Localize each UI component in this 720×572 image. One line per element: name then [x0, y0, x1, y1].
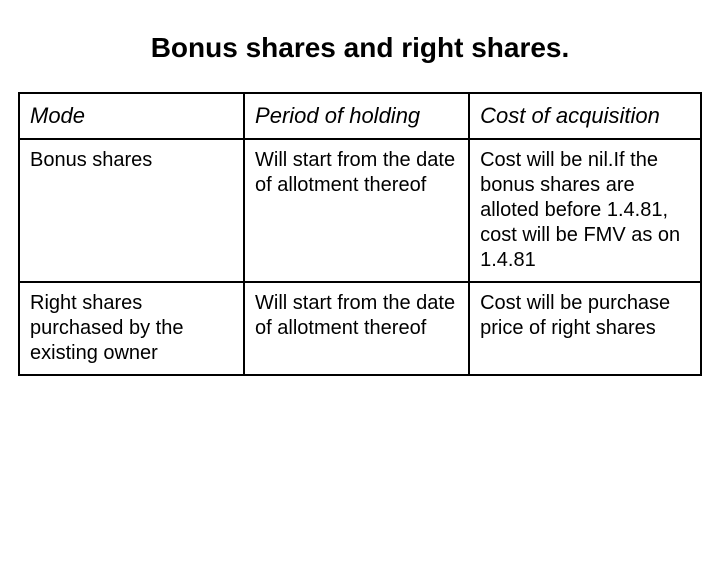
- table-row: Bonus shares Will start from the date of…: [19, 139, 701, 282]
- cell-period: Will start from the date of allotment th…: [244, 282, 469, 375]
- page-title: Bonus shares and right shares.: [0, 32, 720, 64]
- table-row: Right shares purchased by the existing o…: [19, 282, 701, 375]
- cell-cost: Cost will be purchase price of right sha…: [469, 282, 701, 375]
- table-header-row: Mode Period of holding Cost of acquisiti…: [19, 93, 701, 139]
- cell-period: Will start from the date of allotment th…: [244, 139, 469, 282]
- col-header-cost: Cost of acquisition: [469, 93, 701, 139]
- cell-mode: Bonus shares: [19, 139, 244, 282]
- shares-table: Mode Period of holding Cost of acquisiti…: [18, 92, 702, 376]
- cell-cost: Cost will be nil.If the bonus shares are…: [469, 139, 701, 282]
- col-header-period: Period of holding: [244, 93, 469, 139]
- col-header-mode: Mode: [19, 93, 244, 139]
- cell-mode: Right shares purchased by the existing o…: [19, 282, 244, 375]
- shares-table-wrap: Mode Period of holding Cost of acquisiti…: [0, 92, 720, 376]
